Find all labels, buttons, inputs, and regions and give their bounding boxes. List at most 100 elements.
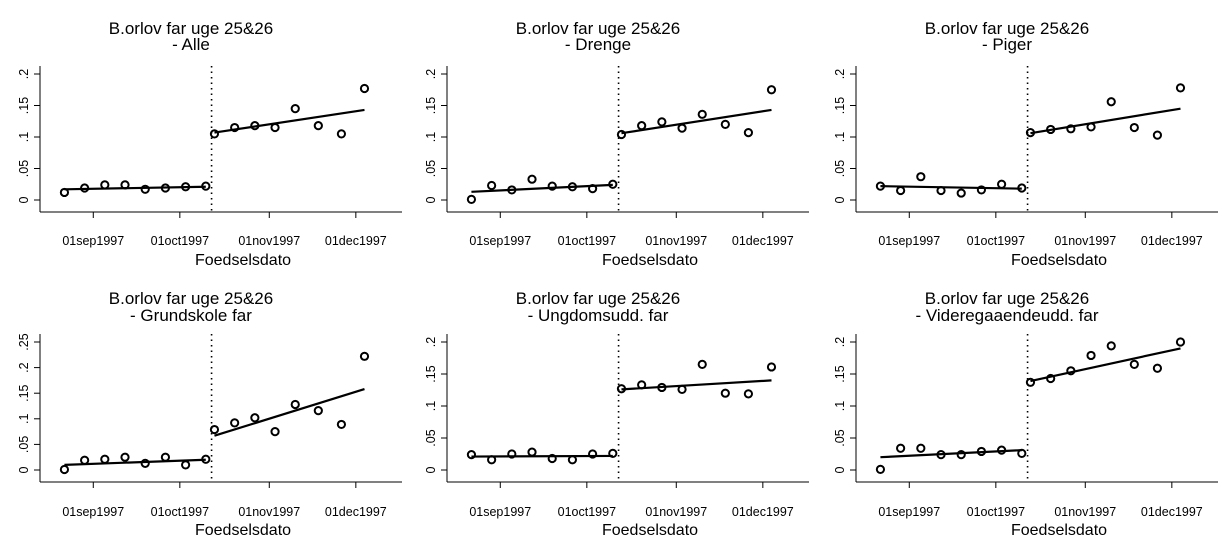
data-point [896, 185, 906, 196]
data-point [567, 182, 578, 192]
data-point [1066, 366, 1076, 376]
y-tick-label: .05 [17, 436, 31, 453]
data-point [100, 180, 110, 190]
x-tick-label: 01oct1997 [151, 234, 209, 248]
data-point [616, 384, 627, 394]
x-axis-label: Foedselsdato [195, 252, 291, 269]
fit-line-before [64, 185, 206, 191]
x-tick-label: 01sep1997 [878, 505, 940, 519]
data-point [209, 424, 220, 435]
data-point [1152, 363, 1163, 373]
fit-line-before [880, 185, 1022, 190]
x-tick-label: 01dec1997 [732, 505, 794, 519]
data-point [1175, 337, 1186, 347]
chart-title: B.orlov far uge 25&26 [516, 19, 680, 38]
data-point [209, 129, 220, 139]
x-tick-label: 01oct1997 [967, 505, 1025, 519]
data-point [230, 122, 240, 133]
y-tick-label: .15 [424, 365, 438, 382]
y-tick-label: .05 [833, 160, 847, 177]
x-axis-label: Foedselsdato [195, 522, 291, 539]
data-point [487, 455, 497, 465]
fit-line-before [64, 458, 206, 466]
x-tick-label: 01sep1997 [469, 505, 531, 519]
data-point [1106, 341, 1116, 351]
data-point [507, 185, 517, 195]
data-point [1025, 377, 1036, 387]
data-point [608, 179, 618, 189]
chart-title: B.orlov far uge 25&26 [516, 289, 680, 308]
data-point [527, 174, 537, 184]
chart-panel-2: B.orlov far uge 25&26- Drenge 0 .05 .1 .15 .2… [424, 19, 809, 269]
x-tick-label: 01sep1997 [62, 505, 124, 519]
data-point [181, 182, 191, 192]
y-tick-label: 0 [424, 466, 438, 473]
y-tick-label: .2 [17, 69, 31, 79]
data-point [720, 388, 730, 398]
y-tick-label: .1 [833, 132, 847, 142]
data-point [976, 446, 987, 457]
x-axis-label: Foedselsdato [602, 252, 698, 269]
data-point [313, 406, 323, 416]
data-point [997, 445, 1007, 455]
data-point [677, 123, 687, 133]
data-point [697, 359, 707, 369]
data-point [1152, 130, 1163, 140]
y-tick-label: .2 [17, 362, 31, 372]
data-point [359, 83, 370, 94]
chart-panel-1: B.orlov far uge 25&26- Alle 0 .05 .1 .15 .2 01… [17, 19, 402, 269]
data-point [313, 121, 323, 131]
data-point [956, 450, 966, 460]
x-tick-label: 01dec1997 [732, 234, 794, 248]
y-tick-label: .1 [424, 401, 438, 411]
data-point [567, 455, 578, 465]
data-point [120, 180, 130, 190]
data-point [1025, 127, 1036, 138]
data-point [608, 448, 618, 458]
y-tick-label: 0 [833, 196, 847, 203]
data-point [875, 181, 886, 191]
x-tick-label: 01nov1997 [238, 234, 300, 248]
data-point [290, 104, 300, 114]
data-point [896, 443, 906, 453]
data-point [1175, 83, 1186, 93]
data-point [720, 119, 730, 130]
data-point [336, 129, 347, 139]
data-point [547, 181, 557, 191]
data-point [588, 449, 598, 459]
y-tick-label: .2 [833, 337, 847, 347]
data-point [120, 452, 130, 462]
y-tick-label: .25 [17, 333, 31, 350]
y-tick-label: .15 [833, 97, 847, 114]
chart-title: B.orlov far uge 25&26 [925, 19, 1089, 38]
data-point [1086, 350, 1096, 361]
chart-panel-4: B.orlov far uge 25&26- Grundskole far 0 .0… [17, 289, 402, 539]
data-point [936, 185, 946, 196]
data-point [270, 122, 280, 133]
data-point [657, 117, 667, 127]
data-point [359, 351, 370, 361]
data-point [956, 188, 966, 198]
y-tick-label: 0 [17, 196, 31, 203]
y-tick-label: .15 [424, 97, 438, 114]
data-point [547, 453, 557, 464]
data-point [916, 172, 926, 182]
x-tick-label: 01sep1997 [878, 234, 940, 248]
data-point [916, 443, 926, 453]
data-point [140, 184, 150, 194]
data-point [637, 121, 647, 131]
data-point [743, 127, 754, 138]
fit-line-after [621, 379, 772, 391]
data-point [270, 427, 280, 437]
data-point [1106, 97, 1116, 107]
y-tick-label: .2 [424, 69, 438, 79]
x-tick-label: 01dec1997 [1141, 234, 1203, 248]
data-point [657, 382, 667, 393]
chart-panel-6: B.orlov far uge 25&26- Videregaaendeudd.… [833, 289, 1218, 539]
y-tick-label: .15 [17, 97, 31, 114]
x-tick-label: 01oct1997 [151, 505, 209, 519]
fit-line-after [214, 108, 365, 134]
y-tick-label: .1 [17, 132, 31, 142]
data-point [59, 464, 70, 475]
